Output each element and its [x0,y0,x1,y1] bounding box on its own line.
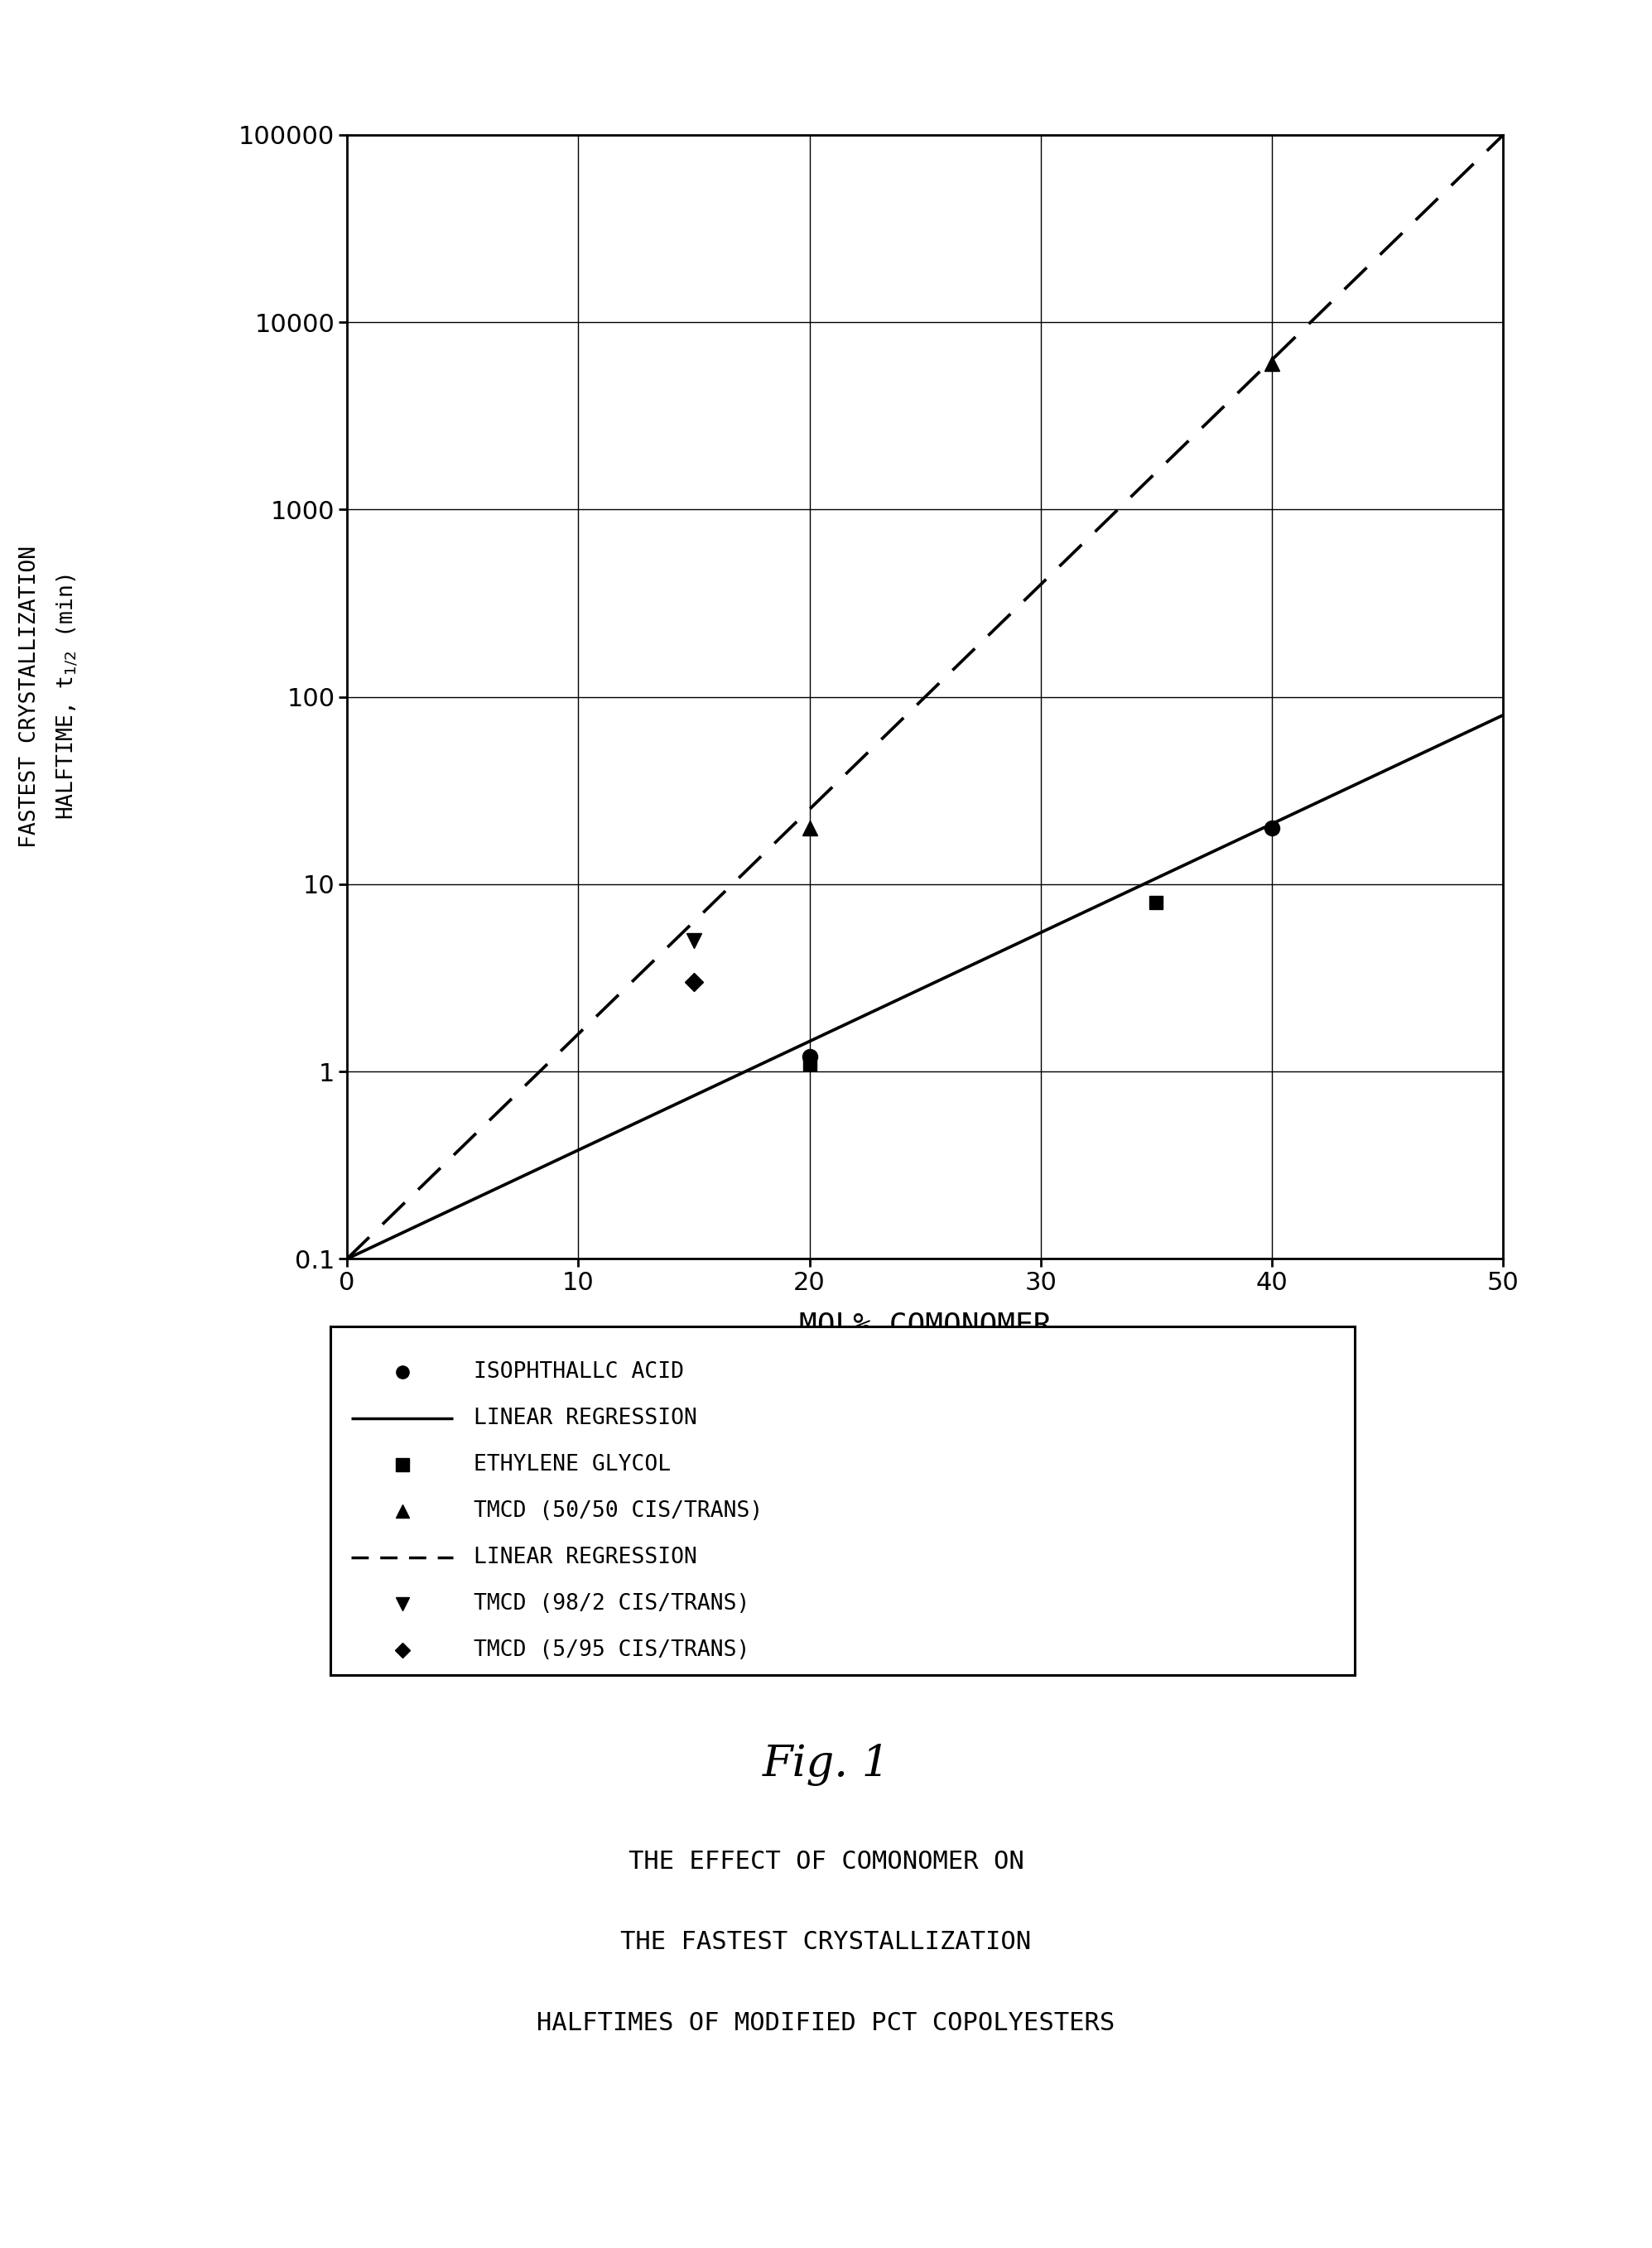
Text: FASTEST CRYSTALLIZATION
HALFTIME, t$_{1/2}$ (min): FASTEST CRYSTALLIZATION HALFTIME, t$_{1/… [20,546,79,847]
Text: TMCD (50/50 CIS/TRANS): TMCD (50/50 CIS/TRANS) [474,1499,763,1522]
Text: THE EFFECT OF COMONOMER ON: THE EFFECT OF COMONOMER ON [628,1850,1024,1873]
Text: TMCD (5/95 CIS/TRANS): TMCD (5/95 CIS/TRANS) [474,1639,750,1661]
Text: LINEAR REGRESSION: LINEAR REGRESSION [474,1547,697,1569]
Text: ETHYLENE GLYCOL: ETHYLENE GLYCOL [474,1454,671,1475]
Text: THE FASTEST CRYSTALLIZATION: THE FASTEST CRYSTALLIZATION [621,1931,1031,1954]
Text: Fig. 1: Fig. 1 [762,1744,890,1785]
Text: HALFTIMES OF MODIFIED PCT COPOLYESTERS: HALFTIMES OF MODIFIED PCT COPOLYESTERS [537,2012,1115,2034]
X-axis label: MOL% COMONOMER: MOL% COMONOMER [800,1311,1051,1340]
Text: ISOPHTHALLC ACID: ISOPHTHALLC ACID [474,1360,684,1383]
Text: TMCD (98/2 CIS/TRANS): TMCD (98/2 CIS/TRANS) [474,1594,750,1614]
Text: LINEAR REGRESSION: LINEAR REGRESSION [474,1407,697,1430]
